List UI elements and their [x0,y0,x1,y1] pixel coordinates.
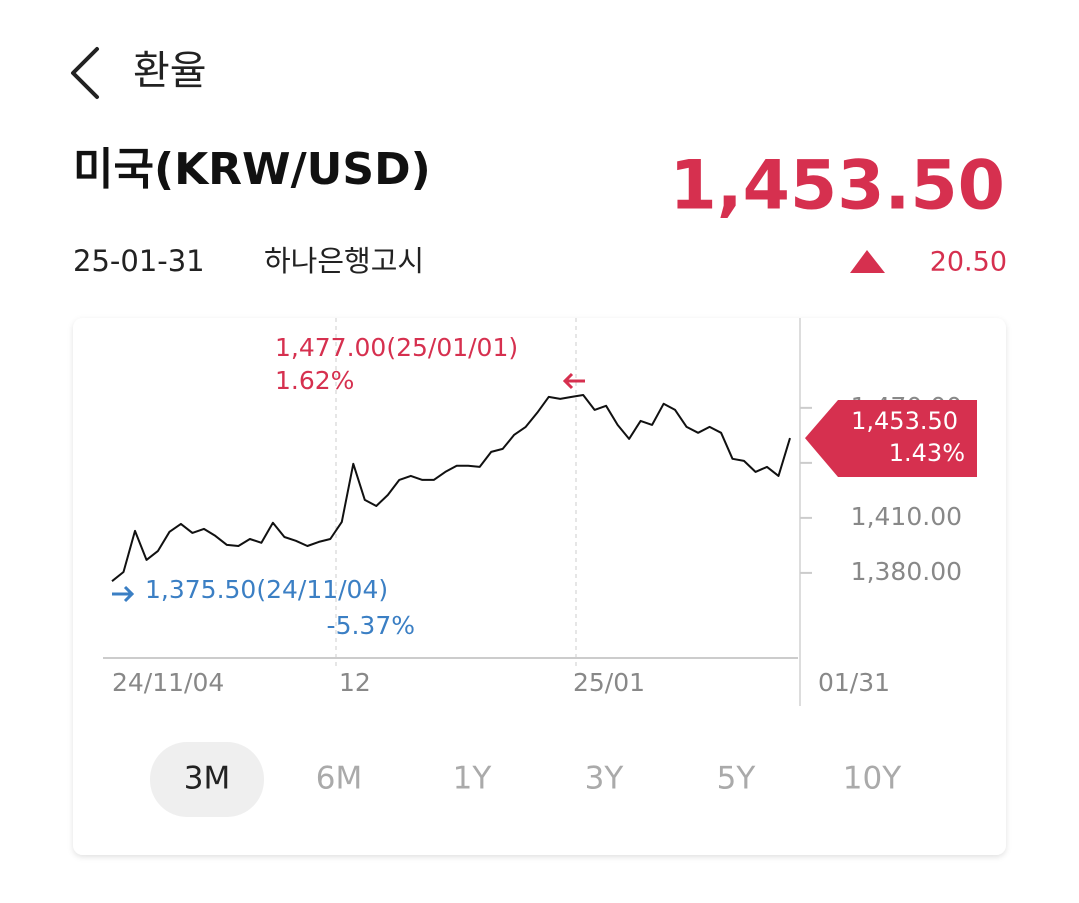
period-button[interactable]: 1Y [453,761,492,797]
chart-card [73,318,1006,855]
source: 하나은행고시 [264,244,424,278]
up-triangle [850,250,885,273]
period-selector: 3M 6M 1Y 3Y 5Y 10Y [150,742,901,817]
page-title: 환율 [133,48,207,94]
max-label: 1,477.00(25/01/01) [275,333,518,362]
min-pct: -5.37% [327,611,415,640]
min-arrow [112,585,135,603]
y-tick-label: 1,380.00 [851,557,962,586]
period-button[interactable]: 6M [316,761,362,797]
change: 20.50 [930,247,1007,278]
current-value: 1,453.50 [851,407,958,435]
min-label: 1,375.50(24/11/04) [145,575,388,604]
current-badge [805,400,977,477]
price: 1,453.50 [669,147,1005,226]
price-line [111,394,791,582]
x-tick-label: 25/01 [573,668,645,697]
currency-name: 미국(KRW/USD) [73,144,431,195]
period-button[interactable]: 3Y [585,761,624,797]
period-button[interactable]: 5Y [717,761,756,797]
period-button[interactable]: 3M [184,761,230,797]
chart-layer: 1,380.001,410.001,440.001,470.0024/11/04… [111,333,977,697]
x-tick-label: 01/31 [818,668,890,697]
current-pct: 1.43% [889,439,965,467]
x-tick-label: 24/11/04 [112,668,224,697]
period-button[interactable]: 10Y [843,761,901,797]
period-selected-bg[interactable] [150,742,264,817]
y-tick-label: 1,410.00 [851,502,962,531]
max-arrow [562,372,585,390]
x-tick-label: 12 [339,668,371,697]
date: 25-01-31 [73,244,205,278]
back-button[interactable] [71,47,99,99]
plot [103,318,801,706]
max-pct: 1.62% [275,366,354,395]
